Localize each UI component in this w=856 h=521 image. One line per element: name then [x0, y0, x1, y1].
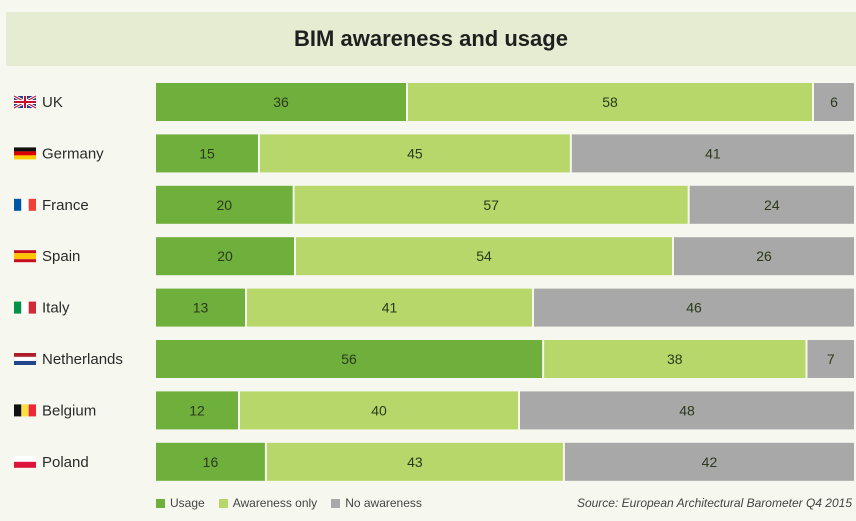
- spain-flag-icon: [14, 250, 36, 263]
- bar-segment: [266, 442, 563, 481]
- data-label: 7: [827, 351, 835, 367]
- bar-segment: [571, 134, 854, 173]
- bar-segment: [814, 83, 854, 121]
- chart-row: Germany 15 45 41: [14, 134, 854, 173]
- bar-segment: [259, 134, 570, 173]
- category-label: France: [42, 197, 89, 214]
- category-label: Belgium: [42, 402, 96, 419]
- data-label: 36: [273, 94, 289, 110]
- category-label: Italy: [42, 300, 70, 317]
- chart-title: BIM awareness and usage: [294, 26, 568, 51]
- bar-segment: [156, 134, 258, 173]
- italy-flag-icon: [14, 301, 36, 314]
- bar-segment: [564, 442, 854, 481]
- bar-segment: [674, 237, 854, 276]
- bar-segment: [520, 391, 854, 430]
- legend-item-usage: Usage: [156, 496, 205, 510]
- data-label: 13: [193, 300, 209, 316]
- netherlands-flag-icon: [13, 353, 37, 365]
- data-label: 38: [667, 351, 683, 367]
- bar-segment: [156, 442, 265, 481]
- category-label: UK: [42, 94, 63, 111]
- title-band: BIM awareness and usage: [6, 12, 856, 66]
- bar-segment: [156, 288, 245, 327]
- france-flag-icon: [14, 198, 36, 211]
- data-label: 46: [686, 300, 702, 316]
- legend-label-no-awareness: No awareness: [345, 496, 422, 510]
- chart-row: France 20 57 24: [14, 185, 854, 224]
- data-label: 40: [371, 402, 387, 418]
- chart-row: Poland 16 43 42: [14, 442, 854, 481]
- source-note: Source: European Architectural Barometer…: [576, 496, 852, 510]
- data-label: 20: [217, 197, 233, 213]
- belgium-flag-icon: [14, 404, 36, 417]
- category-label: Poland: [42, 454, 89, 471]
- category-label: Spain: [42, 248, 80, 265]
- bar-segment: [544, 340, 806, 378]
- bar-segment: [156, 340, 543, 378]
- bar-segment: [156, 185, 293, 224]
- data-label: 43: [407, 454, 423, 470]
- data-label: 20: [217, 248, 233, 264]
- bar-segment: [689, 185, 854, 224]
- bar-segment: [247, 288, 532, 327]
- legend-label-usage: Usage: [170, 496, 205, 510]
- legend-swatch-awareness: [218, 498, 228, 508]
- category-label: Germany: [42, 145, 104, 162]
- data-label: 45: [407, 145, 423, 161]
- legend-item-awareness: Awareness only: [218, 496, 318, 510]
- germany-flag-icon: [14, 147, 36, 160]
- legend: Usage Awareness only No awareness: [156, 496, 436, 510]
- bar-segment: [534, 288, 854, 327]
- data-label: 41: [382, 300, 398, 316]
- bar-segment: [807, 340, 854, 378]
- bar-segment: [296, 237, 672, 276]
- data-label: 6: [830, 94, 838, 110]
- chart-row: Belgium 12 40 48: [14, 391, 854, 430]
- chart-row: Spain 20 54 26: [14, 237, 854, 276]
- legend-item-no-awareness: No awareness: [331, 496, 422, 510]
- bar-segment: [240, 391, 518, 430]
- data-label: 24: [764, 197, 780, 213]
- uk-flag-icon: [13, 94, 37, 110]
- bar-segment: [156, 391, 238, 430]
- bar-segment: [294, 185, 688, 224]
- legend-swatch-usage: [156, 498, 165, 508]
- data-label: 48: [679, 402, 695, 418]
- data-label: 54: [476, 248, 492, 264]
- chart-row: Netherlands 56 38 7: [13, 340, 854, 378]
- poland-flag-icon: [14, 455, 36, 468]
- data-label: 26: [756, 248, 772, 264]
- data-label: 56: [341, 351, 357, 367]
- data-label: 58: [602, 94, 618, 110]
- legend-label-awareness: Awareness only: [232, 496, 318, 510]
- data-label: 57: [483, 197, 499, 213]
- data-label: 12: [189, 402, 205, 418]
- data-label: 42: [702, 454, 718, 470]
- chart-row: UK 36 58 6: [13, 83, 854, 121]
- bar-segment: [408, 83, 812, 121]
- category-label: Netherlands: [42, 351, 123, 368]
- data-label: 15: [199, 145, 215, 161]
- chart-row: Italy 13 41 46: [14, 288, 854, 327]
- bar-segment: [156, 237, 294, 276]
- legend-swatch-no-awareness: [331, 498, 341, 508]
- data-label: 41: [705, 145, 721, 161]
- bar-segment: [156, 83, 406, 121]
- data-label: 16: [203, 454, 219, 470]
